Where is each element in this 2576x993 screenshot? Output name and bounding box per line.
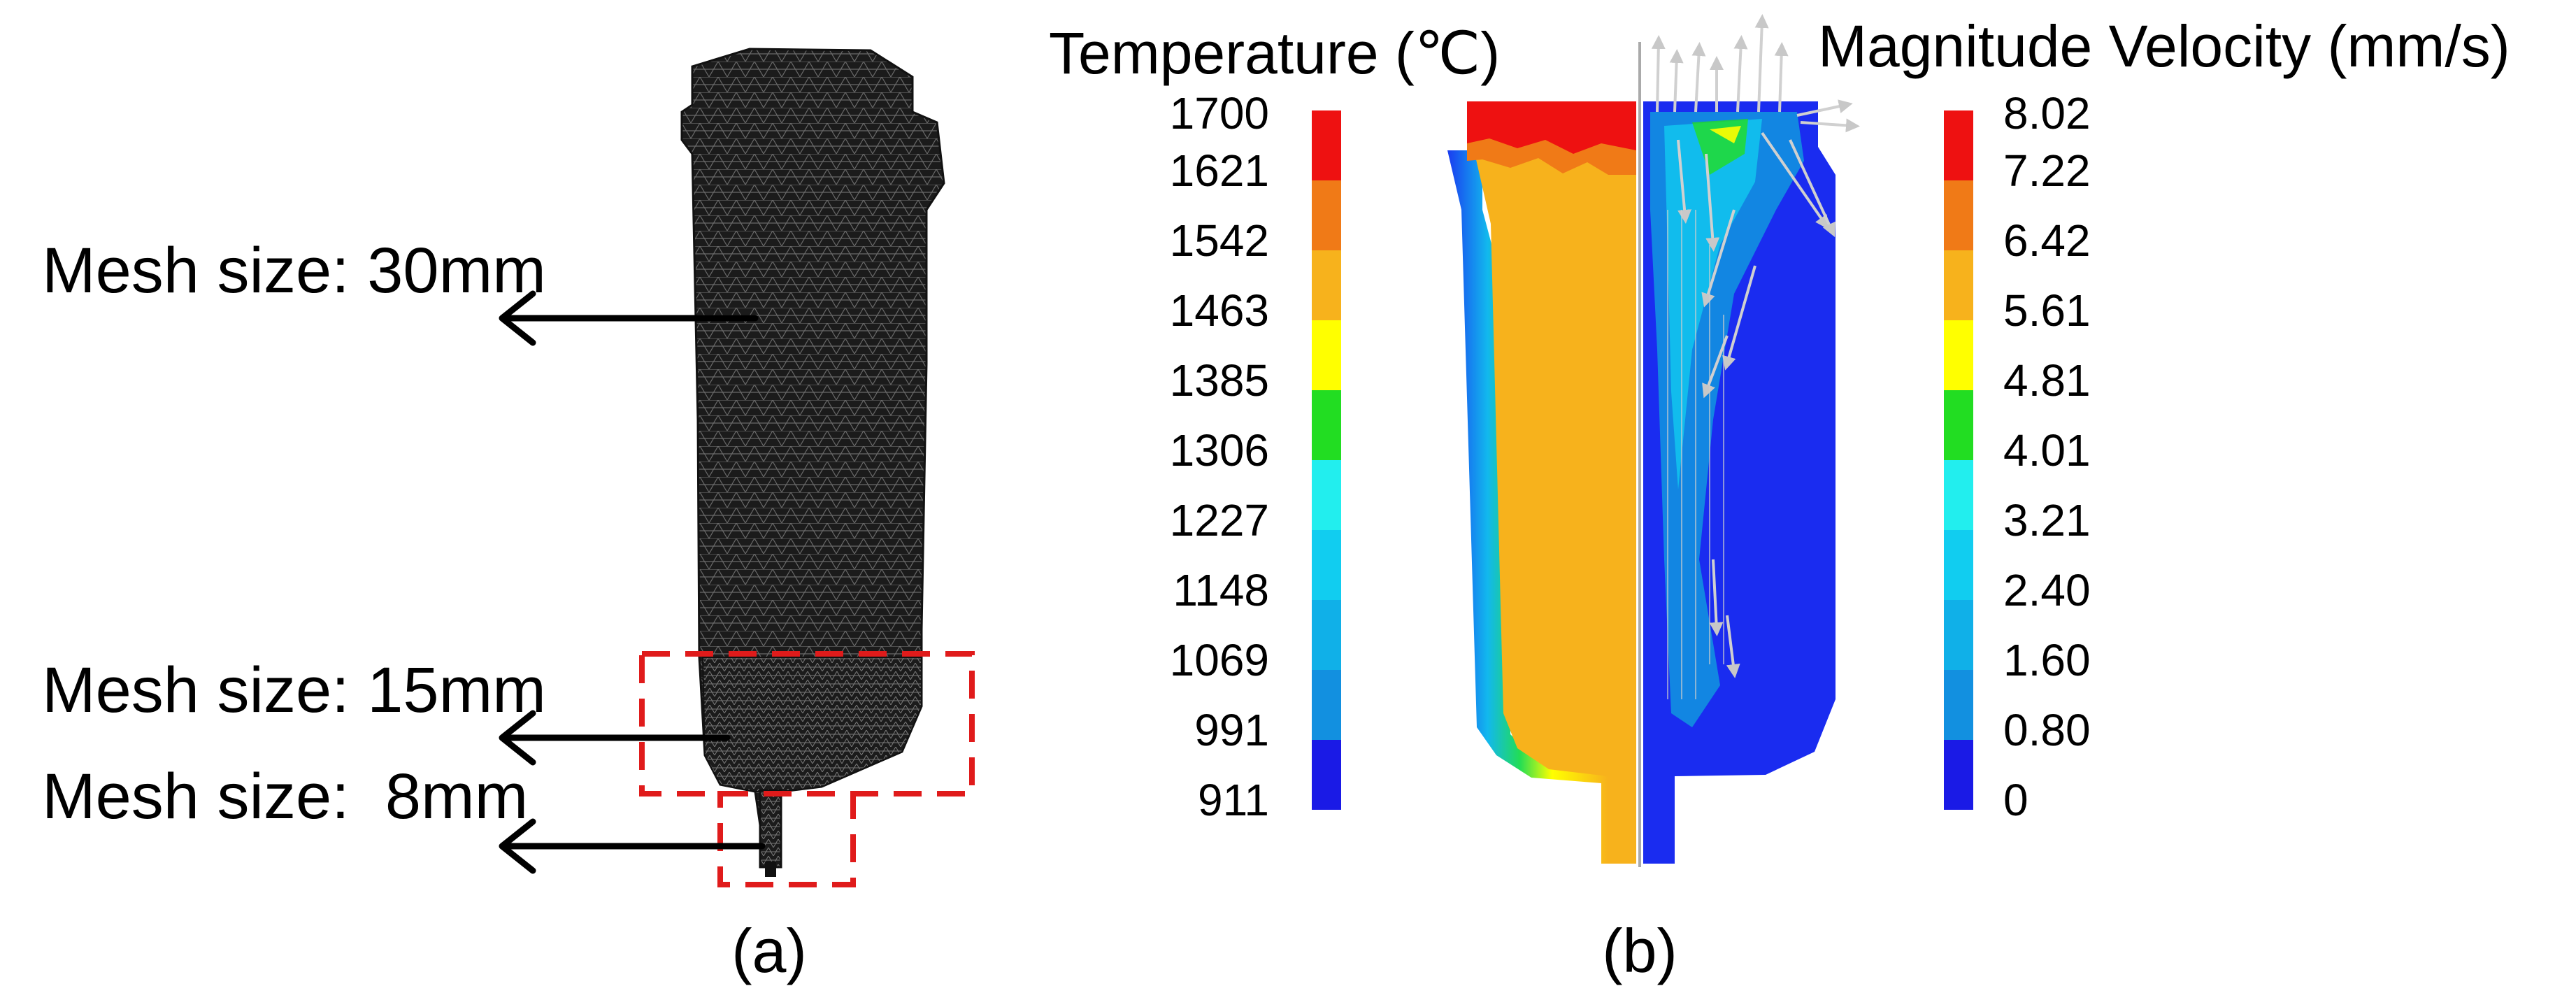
vel-tick-4.81: 4.81	[2003, 355, 2091, 406]
temp-bar-10	[1312, 740, 1341, 810]
vel-tick-3.21: 3.21	[2003, 495, 2091, 545]
temp-bar-2	[1312, 180, 1341, 250]
temp-bar-9	[1312, 670, 1341, 740]
vel-bar-2	[1944, 180, 1973, 250]
temp-tick-1069: 1069	[1170, 635, 1269, 685]
temperature-field	[1447, 101, 1636, 864]
temp-tick-1306: 1306	[1170, 425, 1269, 476]
vel-bar-9	[1944, 670, 1973, 740]
temp-bar-8	[1312, 600, 1341, 670]
mesh-arrows	[499, 290, 766, 874]
temp-tick-1542: 1542	[1170, 215, 1269, 266]
velocity-legend-title: Magnitude Velocity (mm/s)	[1818, 13, 2510, 79]
mesh-label-8mm: Mesh size: 8mm	[42, 761, 528, 832]
vel-tick-7.22: 7.22	[2003, 145, 2091, 196]
temp-bar-4	[1312, 320, 1341, 390]
panel-a-caption: (a)	[731, 916, 807, 985]
refinement-box-8mm	[717, 791, 856, 887]
temp-tick-1227: 1227	[1170, 495, 1269, 545]
vel-bar-8	[1944, 600, 1973, 670]
vel-bar-3	[1944, 250, 1973, 320]
vel-tick-2.40: 2.40	[2003, 565, 2091, 615]
vel-tick-0: 0	[2003, 775, 2028, 825]
temp-tick-1148: 1148	[1173, 565, 1269, 615]
panel-b-caption: (b)	[1602, 916, 1677, 985]
temp-bar-7	[1312, 530, 1341, 600]
vel-bar-10	[1944, 740, 1973, 810]
temp-bar-1	[1312, 110, 1341, 180]
temperature-ticks: 1700 1621 1542 1463 1385 1306 1227 1148 …	[1170, 88, 1269, 825]
vel-tick-0.80: 0.80	[2003, 705, 2091, 755]
temp-tick-911: 911	[1198, 775, 1269, 825]
vel-bar-4	[1944, 320, 1973, 390]
velocity-field	[1643, 14, 1860, 864]
temp-bar-6	[1312, 460, 1341, 530]
vel-tick-4.01: 4.01	[2003, 425, 2091, 476]
vel-bar-1	[1944, 110, 1973, 180]
mesh-label-30mm: Mesh size: 30mm	[42, 235, 546, 306]
temp-tick-991: 991	[1194, 705, 1269, 755]
mesh-model	[680, 48, 945, 877]
vel-bar-6	[1944, 460, 1973, 530]
temperature-legend-title: Temperature (℃)	[1049, 20, 1500, 86]
temp-bar-5	[1312, 390, 1341, 460]
vel-tick-6.42: 6.42	[2003, 215, 2091, 266]
temp-tick-1385: 1385	[1170, 355, 1269, 406]
velocity-colorbar	[1944, 110, 1973, 810]
temperature-colorbar	[1312, 110, 1341, 810]
vel-tick-1.60: 1.60	[2003, 635, 2091, 685]
vel-tick-5.61: 5.61	[2003, 285, 2091, 336]
vel-tick-8.02: 8.02	[2003, 88, 2091, 138]
temp-tick-1463: 1463	[1170, 285, 1269, 336]
vel-bar-7	[1944, 530, 1973, 600]
temp-bar-3	[1312, 250, 1341, 320]
velocity-ticks: 8.02 7.22 6.42 5.61 4.81 4.01 3.21 2.40 …	[2003, 88, 2091, 825]
mesh-label-15mm: Mesh size: 15mm	[42, 655, 546, 726]
temp-tick-1621: 1621	[1170, 145, 1269, 196]
vel-bar-5	[1944, 390, 1973, 460]
temp-tick-1700: 1700	[1170, 88, 1269, 138]
